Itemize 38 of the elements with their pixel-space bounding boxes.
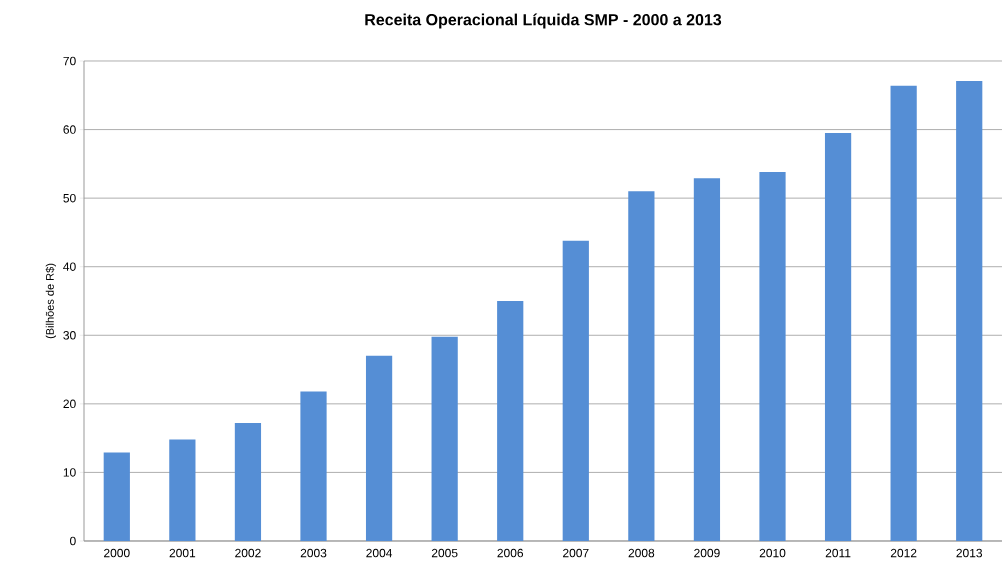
bar <box>365 355 393 541</box>
y-tick-label: 30 <box>63 331 76 340</box>
bar <box>300 391 327 541</box>
y-tick-label: 20 <box>63 399 76 409</box>
x-tick-label: 2010 <box>759 548 786 558</box>
bar <box>824 133 852 541</box>
bar <box>759 172 786 541</box>
bar <box>103 452 130 541</box>
x-tick-label: 2008 <box>628 548 655 558</box>
y-tick-label: 40 <box>63 262 76 271</box>
x-tick-label: 2005 <box>431 548 458 558</box>
y-tick-label: 70 <box>63 56 76 66</box>
y-axis-title: (Bilhões de R$) <box>45 263 56 339</box>
x-tick-label: 2013 <box>956 548 983 558</box>
x-tick-label: 2000 <box>104 548 130 558</box>
bar <box>497 300 524 541</box>
y-tick-label: 0 <box>70 536 76 546</box>
bar <box>693 178 721 541</box>
x-tick-label: 2009 <box>694 548 720 558</box>
x-tick-label: 2003 <box>300 548 327 558</box>
y-tick-label: 10 <box>63 468 76 477</box>
x-tick-label: 2002 <box>235 548 261 558</box>
x-tick-label: 2012 <box>890 548 917 558</box>
x-tick-label: 2007 <box>563 548 589 558</box>
x-tick-label: 2011 <box>825 548 851 558</box>
chart-title: Receita Operacional Líquida SMP - 2000 a 2013 <box>365 13 722 29</box>
bar <box>234 423 262 541</box>
x-tick-label: 2004 <box>366 548 393 558</box>
x-tick-label: 2001 <box>169 548 196 558</box>
bar <box>628 191 655 541</box>
y-tick-label: 50 <box>63 193 76 203</box>
y-tick-label: 60 <box>63 125 76 134</box>
bar <box>956 80 983 541</box>
x-tick-label: 2006 <box>497 548 524 558</box>
bar <box>431 336 458 541</box>
bar <box>562 240 589 541</box>
bar <box>169 439 196 541</box>
bar <box>890 85 917 541</box>
